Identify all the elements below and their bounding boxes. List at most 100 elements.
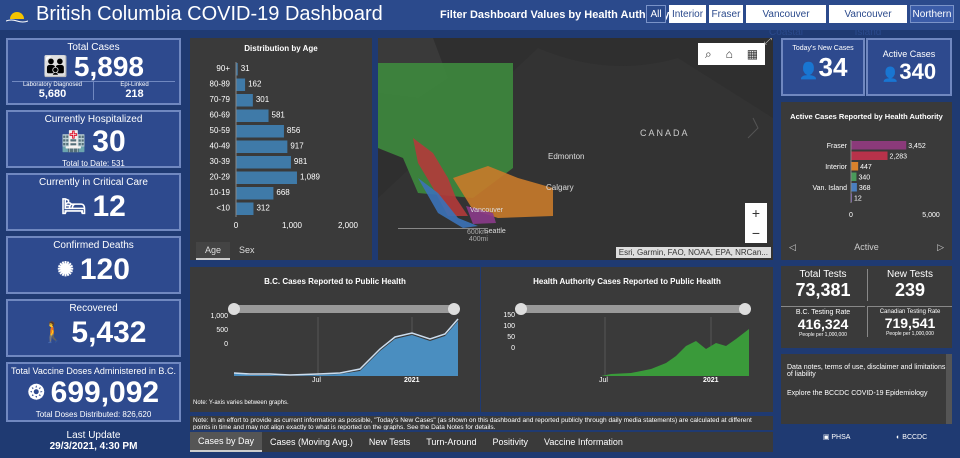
notes-scrollbar[interactable] [946,354,952,424]
map-toolbar: ⌕ ⌂ ▦ [698,43,765,65]
zoom-in-button[interactable]: + [751,205,761,221]
bc-slider-right-handle[interactable] [448,303,460,315]
ha-value-label: 340 [858,175,870,182]
epi-linked-label: Epi-Linked [120,82,149,88]
ha-range-slider[interactable] [517,305,749,313]
data-notes-link[interactable]: Data notes, terms of use, disclaimer and… [787,364,946,378]
prev-chevron-icon[interactable]: ◁ [789,242,796,252]
bc-ytick-0: 0 [224,341,228,348]
tab-cases-by-day[interactable]: Cases by Day [190,432,263,452]
age-value-label: 312 [256,204,270,213]
age-bar[interactable] [236,109,269,123]
tab-moving-avg[interactable]: Cases (Moving Avg.) [270,437,353,447]
explore-link[interactable]: Explore the BCCDC COVID-19 Epidemiology [787,390,928,397]
filter-northern-button[interactable]: Northern [910,5,954,23]
age-distribution-panel: Distribution by Age 90+ 31 80-89 162 70-79 30… [190,38,372,260]
vancouver-island-region [418,178,478,228]
recovered-title: Recovered [69,303,118,314]
ca-rate-value: 719,541 [884,315,936,331]
bc-cases-area [234,321,458,376]
ha-bar[interactable] [851,151,888,161]
age-bar[interactable] [236,140,288,154]
filter-fraser-button[interactable]: Fraser [709,5,743,23]
ha-category-label: Interior [825,164,847,171]
bc-ytick-1000: 1,000 [210,313,228,320]
age-x-tick: 1,000 [282,221,303,230]
filter-vancouver-coastal-button[interactable]: Vancouver Coastal [746,5,826,38]
tests-panel: Total Tests 73,381 New Tests 239 B.C. Test… [781,266,952,348]
ha-active-panel: Active Cases Reported by Health Authorit… [781,102,952,260]
people-icon: 👪 [43,56,68,78]
filter-vancouver-island-button[interactable]: Vancouver Island [829,5,907,38]
age-bar[interactable] [236,187,274,200]
age-bar[interactable] [236,171,297,185]
new-tests-value: 239 [894,280,926,300]
bc-slider-left-handle[interactable] [228,303,240,315]
tab-turn-around[interactable]: Turn-Around [426,437,477,447]
age-bar[interactable] [236,202,254,216]
ha-value-label: 2,283 [890,154,908,161]
age-bar[interactable] [236,156,291,169]
deaths-card: Confirmed Deaths ✺ 120 [6,236,181,294]
ha-slider-right-handle[interactable] [739,303,751,315]
age-x-tick: 2,000 [338,221,359,230]
age-category-label: 30-39 [210,157,231,166]
bc-range-slider[interactable] [230,305,458,313]
ha-cases-chart [515,303,751,376]
zoom-controls: + − [745,203,767,243]
map-panel[interactable]: CANADA Edmonton Calgary Vancouver Seattl… [378,38,773,260]
map-label-vancouver: Vancouver [470,207,503,214]
ha-x-tick: 5,000 [922,212,940,219]
ha-slider-left-handle[interactable] [515,303,527,315]
age-category-label: 60-69 [210,111,231,120]
expand-icon[interactable]: ⤢ [764,38,772,47]
ha-bar[interactable] [851,183,857,192]
tab-positivity[interactable]: Positivity [492,437,528,447]
active-cases-card: Active Cases 👤340 [866,38,952,96]
vaccine-icon: ❂ [27,382,45,404]
qr-icon[interactable]: ▦ [746,47,759,61]
ca-rate-sub: People per 1,000,000 [886,331,934,337]
next-chevron-icon[interactable]: ▷ [937,242,944,252]
ha-xtick-jul: Jul [599,377,608,384]
age-value-label: 856 [287,126,301,135]
ha-ytick-50: 50 [507,334,515,341]
tab-age[interactable]: Age [196,242,230,260]
vancouver-coastal-region [413,138,468,216]
tab-new-tests[interactable]: New Tests [368,437,411,447]
ha-bar[interactable] [851,141,907,150]
map-label-canada: CANADA [640,128,690,138]
bc-logo-icon [6,12,28,25]
home-icon[interactable]: ⌂ [725,47,733,61]
search-icon[interactable]: ⌕ [704,46,712,61]
bc-map[interactable] [378,38,773,260]
age-bar[interactable] [236,94,253,107]
person-icon: 👤 [881,66,900,82]
age-value-label: 162 [248,80,262,89]
ha-cases-bars [521,329,749,376]
zoom-out-button[interactable]: − [751,225,761,241]
phsa-logo-icon: ▣ PHSA [822,434,851,441]
ha-bar[interactable] [851,172,857,182]
footer-logos: ▣ PHSA ◐ BCCDC [800,426,950,448]
age-value-label: 1,089 [300,173,321,182]
map-label-seattle: Seattle [484,228,506,235]
bottom-note: Note: In an effort to provide as current… [190,416,773,430]
ha-cases-title: Health Authority Cases Reported to Publi… [533,277,721,286]
filter-interior-button[interactable]: Interior [669,5,706,23]
bc-cases-chart [228,303,460,376]
tab-sex[interactable]: Sex [239,245,255,255]
vaccine-distributed: Total Doses Distributed: 826,620 [35,410,152,419]
filter-all-button[interactable]: All [646,5,666,23]
age-category-label: 80-89 [210,80,231,89]
deaths-value: 120 [79,253,130,286]
age-bar[interactable] [236,63,238,76]
tab-vaccine-info[interactable]: Vaccine Information [543,437,623,447]
ha-bar[interactable] [851,162,859,171]
ha-xtick-2021: 2021 [703,377,719,384]
age-bar[interactable] [236,78,246,92]
walking-person-icon: 🚶 [40,322,66,344]
age-bar[interactable] [236,125,284,138]
bc-cases-title: B.C. Cases Reported to Public Health [264,277,406,286]
ha-active-title: Active Cases Reported by Health Authorit… [790,112,943,121]
